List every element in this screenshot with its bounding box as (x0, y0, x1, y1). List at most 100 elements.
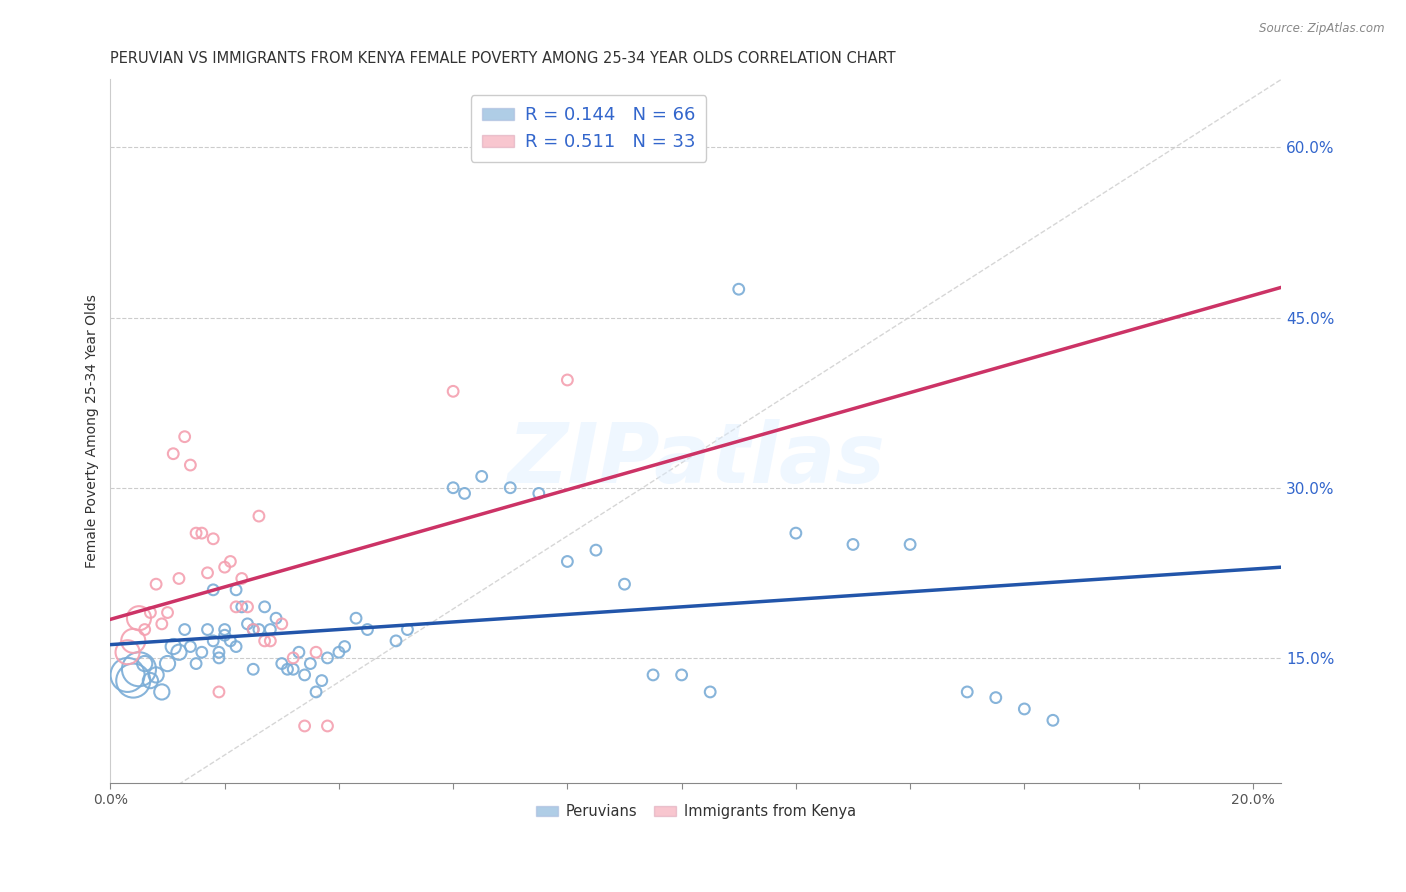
Point (202, 582, 225, 597)
Point (162, 447, 184, 461)
Point (288, 645, 311, 659)
Point (236, 616, 259, 631)
Point (785, 526, 807, 541)
Point (328, 645, 350, 659)
Point (276, 662, 298, 676)
Point (117, 668, 139, 682)
Point (453, 486, 475, 500)
Point (184, 657, 207, 671)
Point (139, 673, 162, 688)
Point (527, 486, 550, 500)
Point (184, 526, 207, 541)
Point (396, 623, 419, 637)
Point (167, 645, 190, 659)
Point (842, 537, 865, 551)
Point (316, 651, 339, 665)
Point (699, 685, 721, 699)
Point (156, 606, 179, 620)
Point (208, 651, 231, 665)
Point (179, 640, 201, 654)
Point (202, 633, 225, 648)
Point (167, 572, 190, 586)
Point (219, 633, 242, 648)
Point (128, 611, 150, 625)
Point (316, 719, 339, 733)
Point (1014, 702, 1036, 716)
Point (214, 628, 236, 642)
Point (202, 532, 225, 546)
Point (128, 662, 150, 676)
Point (956, 685, 979, 699)
Point (671, 668, 693, 682)
Point (305, 685, 328, 699)
Point (253, 633, 276, 648)
Text: Source: ZipAtlas.com: Source: ZipAtlas.com (1260, 22, 1385, 36)
Point (242, 662, 264, 676)
Y-axis label: Female Poverty Among 25-34 Year Olds: Female Poverty Among 25-34 Year Olds (86, 294, 100, 568)
Point (145, 668, 167, 682)
Point (253, 599, 276, 614)
Point (247, 509, 270, 524)
Point (557, 554, 579, 568)
Point (641, 668, 664, 682)
Text: PERUVIAN VS IMMIGRANTS FROM KENYA FEMALE POVERTY AMONG 25-34 YEAR OLDS CORRELATI: PERUVIAN VS IMMIGRANTS FROM KENYA FEMALE… (111, 51, 896, 66)
Point (150, 685, 173, 699)
Point (150, 616, 173, 631)
Point (242, 623, 264, 637)
Point (299, 657, 322, 671)
Point (225, 640, 247, 654)
Point (1042, 714, 1064, 728)
Legend: Peruvians, Immigrants from Kenya: Peruvians, Immigrants from Kenya (530, 798, 862, 824)
Point (259, 633, 281, 648)
Point (173, 430, 195, 444)
Point (898, 537, 921, 551)
Point (333, 640, 356, 654)
Point (231, 572, 253, 586)
Point (197, 623, 219, 637)
Point (134, 657, 156, 671)
Point (173, 623, 195, 637)
Point (191, 645, 214, 659)
Point (122, 633, 145, 648)
Point (270, 616, 292, 631)
Point (179, 458, 201, 472)
Point (225, 599, 247, 614)
Point (162, 640, 184, 654)
Point (156, 657, 179, 671)
Point (242, 623, 264, 637)
Point (247, 623, 270, 637)
Point (225, 582, 247, 597)
Point (283, 651, 305, 665)
Point (214, 560, 236, 574)
Point (139, 606, 162, 620)
Point (385, 633, 408, 648)
Point (231, 599, 253, 614)
Point (294, 719, 316, 733)
Text: ZIPatlas: ZIPatlas (508, 418, 884, 500)
Point (134, 623, 156, 637)
Point (197, 566, 219, 580)
Point (264, 611, 287, 625)
Point (208, 685, 231, 699)
Point (236, 599, 259, 614)
Point (305, 645, 328, 659)
Point (294, 668, 316, 682)
Point (344, 611, 367, 625)
Point (270, 657, 292, 671)
Point (214, 623, 236, 637)
Point (208, 645, 231, 659)
Point (499, 481, 522, 495)
Point (984, 690, 1007, 705)
Point (191, 526, 214, 541)
Point (311, 673, 333, 688)
Point (441, 384, 464, 399)
Point (117, 645, 139, 659)
Point (219, 554, 242, 568)
Point (145, 577, 167, 591)
Point (557, 373, 579, 387)
Point (283, 662, 305, 676)
Point (471, 469, 494, 483)
Point (259, 623, 281, 637)
Point (727, 282, 749, 296)
Point (356, 623, 378, 637)
